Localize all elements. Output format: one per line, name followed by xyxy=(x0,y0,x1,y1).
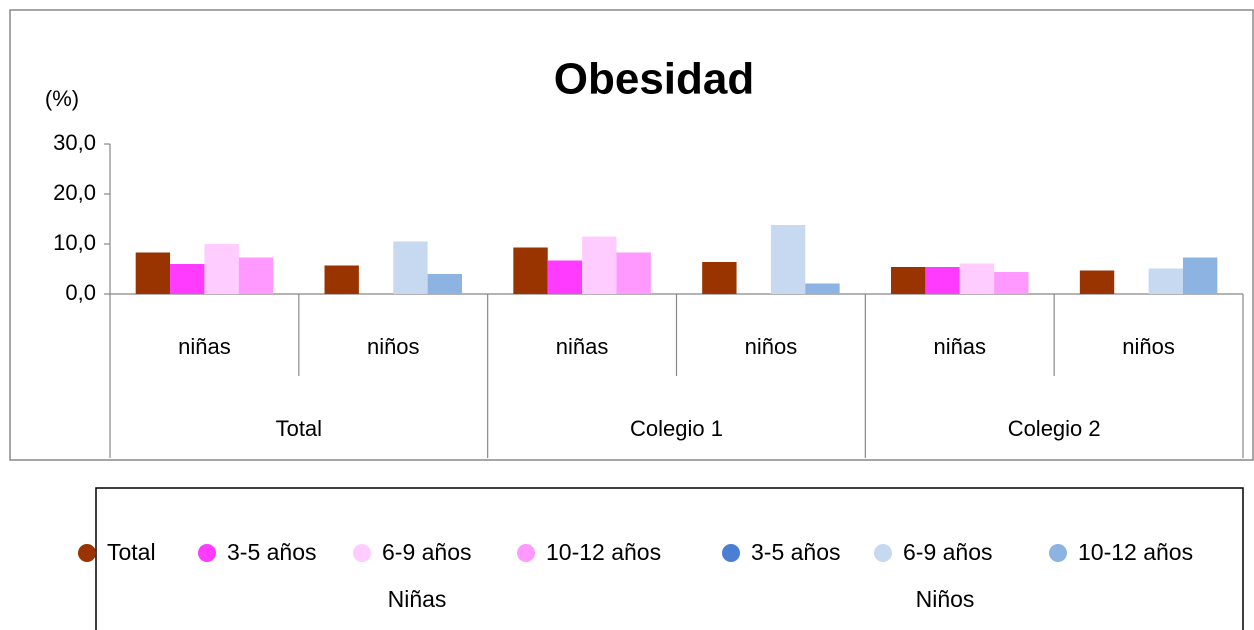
bar xyxy=(702,262,737,294)
bar xyxy=(513,247,548,294)
legend-marker xyxy=(1049,544,1067,562)
y-axis-label: (%) xyxy=(45,86,79,111)
chart-title: Obesidad xyxy=(554,55,755,104)
x-tick-label: niños xyxy=(367,334,420,359)
y-tick-label: 20,0 xyxy=(53,180,96,205)
group-label: Colegio 2 xyxy=(1008,416,1101,441)
group-label: Total xyxy=(276,416,322,441)
bar xyxy=(770,225,806,294)
legend-marker xyxy=(517,544,535,562)
bar xyxy=(1079,270,1115,294)
legend-group-label: Niños xyxy=(916,586,975,612)
x-tick-label: niñas xyxy=(933,334,986,359)
legend-marker xyxy=(353,544,371,562)
bar xyxy=(204,244,239,294)
bar xyxy=(238,257,274,294)
legend-label: 3-5 años xyxy=(751,539,841,565)
bar xyxy=(135,252,171,294)
bar xyxy=(1182,257,1218,294)
bar xyxy=(994,272,1029,294)
legend-label: Total xyxy=(107,539,156,565)
y-tick-label: 0,0 xyxy=(65,280,96,305)
legend-marker xyxy=(874,544,892,562)
bar xyxy=(1148,268,1183,294)
legend-marker xyxy=(722,544,740,562)
bar xyxy=(547,260,583,294)
legend-marker xyxy=(198,544,216,562)
legend-label: 10-12 años xyxy=(546,539,661,565)
bar xyxy=(582,236,617,294)
bar xyxy=(891,267,926,294)
legend-label: 10-12 años xyxy=(1078,539,1193,565)
x-tick-label: niños xyxy=(745,334,798,359)
y-tick-label: 30,0 xyxy=(53,130,96,155)
legend-label: 6-9 años xyxy=(382,539,472,565)
legend-label: 6-9 años xyxy=(903,539,993,565)
bar xyxy=(324,265,359,294)
x-tick-label: niñas xyxy=(556,334,609,359)
x-tick-label: niños xyxy=(1122,334,1175,359)
bar xyxy=(805,283,840,294)
legend-group-label: Niñas xyxy=(388,586,447,612)
bar xyxy=(393,241,428,294)
y-tick-label: 10,0 xyxy=(53,230,96,255)
bar xyxy=(959,263,995,294)
group-label: Colegio 1 xyxy=(630,416,723,441)
chart-frame xyxy=(9,9,1254,461)
bar xyxy=(925,267,960,294)
bar xyxy=(616,252,651,294)
legend-label: 3-5 años xyxy=(227,539,317,565)
bar xyxy=(170,264,205,294)
legend-marker xyxy=(78,544,96,562)
x-tick-label: niñas xyxy=(178,334,231,359)
bar xyxy=(427,274,462,294)
